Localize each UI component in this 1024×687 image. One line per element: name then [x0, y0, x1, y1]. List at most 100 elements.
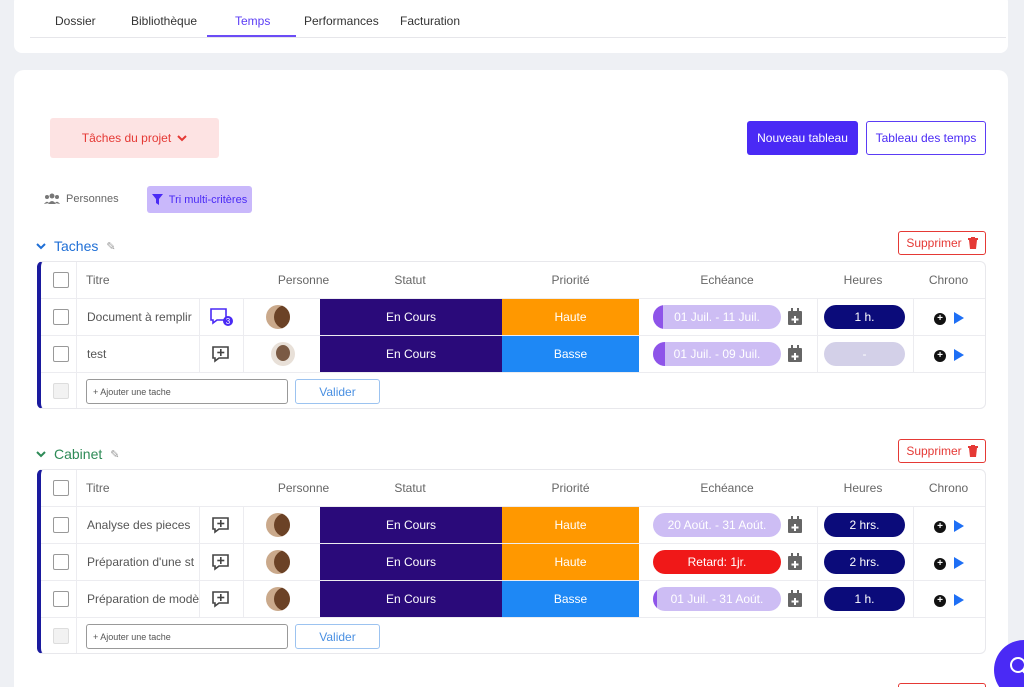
calendar-add-icon[interactable]	[787, 308, 803, 326]
add-task-input[interactable]: + Ajouter une tache	[86, 379, 288, 404]
play-icon[interactable]	[954, 349, 964, 361]
task-title[interactable]: Analyse des pieces	[87, 518, 191, 532]
task-title[interactable]: Document à remplir	[87, 310, 192, 324]
project-tasks-dropdown[interactable]: Tâches du projet	[50, 118, 219, 158]
avatar	[271, 342, 295, 366]
tasks-table-taches: Titre Personne Statut Priorité Echéance …	[37, 261, 986, 409]
status-badge[interactable]: En Cours	[320, 336, 502, 372]
table-row[interactable]: Préparation d'une st En Cours Haute Reta…	[41, 544, 985, 581]
hours-pill[interactable]: 2 hrs.	[824, 513, 905, 537]
calendar-add-icon[interactable]	[787, 516, 803, 534]
tab-dossier[interactable]: Dossier	[55, 14, 96, 28]
task-title[interactable]: test	[87, 347, 107, 361]
validate-button[interactable]: Valider	[295, 624, 380, 649]
group-header-cabinet[interactable]: Cabinet ✎	[36, 446, 119, 462]
row-checkbox[interactable]	[53, 517, 69, 533]
task-title[interactable]: Préparation de modè	[87, 592, 199, 606]
row-checkbox	[53, 383, 69, 399]
comment-icon[interactable]: 3	[209, 307, 233, 327]
play-icon[interactable]	[954, 520, 964, 532]
calendar-add-icon[interactable]	[787, 553, 803, 571]
tab-bibliotheque[interactable]: Bibliothèque	[131, 14, 198, 28]
comments-cell[interactable]: 3	[199, 299, 243, 335]
task-title[interactable]: Préparation d'une st	[87, 555, 195, 569]
delete-group-button-partial[interactable]	[898, 683, 986, 687]
row-checkbox[interactable]	[53, 346, 69, 362]
chevron-down-icon[interactable]	[36, 241, 46, 251]
comment-add-icon[interactable]	[211, 516, 231, 534]
add-time-icon[interactable]: +	[934, 521, 946, 533]
status-badge[interactable]: En Cours	[320, 581, 502, 617]
multi-criteria-sort-button[interactable]: Tri multi-critères	[147, 186, 252, 213]
people-filter[interactable]: Personnes	[44, 193, 119, 205]
play-icon[interactable]	[954, 557, 964, 569]
comments-cell[interactable]	[199, 581, 243, 617]
time-table-button[interactable]: Tableau des temps	[866, 121, 986, 155]
col-title: Titre	[86, 273, 110, 287]
validate-button[interactable]: Valider	[295, 379, 380, 404]
table-row[interactable]: Document à remplir 3 En Cours Haute 01 J…	[41, 299, 985, 336]
hours-pill[interactable]: 1 h.	[824, 305, 905, 329]
filter-icon	[151, 194, 163, 205]
calendar-add-icon[interactable]	[787, 345, 803, 363]
table-row[interactable]: test En Cours Basse 01 Juil. - 09 Juil. …	[41, 336, 985, 373]
priority-badge[interactable]: Haute	[502, 299, 639, 335]
status-badge[interactable]: En Cours	[320, 299, 502, 335]
add-time-icon[interactable]: +	[934, 595, 946, 607]
due-date-pill[interactable]: 01 Juil. - 31 Aoút.	[653, 587, 781, 611]
calendar-add-icon[interactable]	[787, 590, 803, 608]
trash-icon	[967, 237, 978, 249]
due-date-pill[interactable]: Retard: 1jr.	[653, 550, 781, 574]
avatar	[266, 587, 290, 611]
row-checkbox[interactable]	[53, 554, 69, 570]
priority-badge[interactable]: Haute	[502, 544, 639, 580]
delete-group-button[interactable]: Supprimer	[898, 439, 986, 463]
group-header-taches[interactable]: Taches ✎	[36, 238, 116, 254]
comment-add-icon[interactable]	[211, 590, 231, 608]
priority-badge[interactable]: Haute	[502, 507, 639, 543]
avatar	[266, 550, 290, 574]
table-row[interactable]: Analyse des pieces En Cours Haute 20 Aoú…	[41, 507, 985, 544]
col-priority: Priorité	[551, 273, 590, 287]
people-filter-label: Personnes	[66, 193, 119, 205]
add-task-input[interactable]: + Ajouter une tache	[86, 624, 288, 649]
priority-badge[interactable]: Basse	[502, 336, 639, 372]
add-time-icon[interactable]: +	[934, 350, 946, 362]
status-badge[interactable]: En Cours	[320, 507, 502, 543]
play-icon[interactable]	[954, 594, 964, 606]
select-all-checkbox[interactable]	[53, 272, 69, 288]
avatar	[266, 513, 290, 537]
add-time-icon[interactable]: +	[934, 313, 946, 325]
due-date-pill[interactable]: 20 Aoút. - 31 Aoút.	[653, 513, 781, 537]
row-checkbox[interactable]	[53, 591, 69, 607]
tab-performances[interactable]: Performances	[304, 14, 379, 28]
status-badge[interactable]: En Cours	[320, 544, 502, 580]
select-all-checkbox[interactable]	[53, 480, 69, 496]
delete-group-button[interactable]: Supprimer	[898, 231, 986, 255]
comments-cell[interactable]	[199, 507, 243, 543]
priority-badge[interactable]: Basse	[502, 581, 639, 617]
comment-add-icon[interactable]	[211, 345, 231, 363]
edit-pencil-icon[interactable]: ✎	[106, 240, 116, 253]
hours-pill[interactable]: -	[824, 342, 905, 366]
row-checkbox[interactable]	[53, 309, 69, 325]
play-icon[interactable]	[954, 312, 964, 324]
comments-cell[interactable]	[199, 336, 243, 372]
table-row[interactable]: Préparation de modè En Cours Basse 01 Ju…	[41, 581, 985, 618]
col-hours: Heures	[843, 273, 883, 287]
tab-facturation[interactable]: Facturation	[400, 14, 461, 28]
add-time-icon[interactable]: +	[934, 558, 946, 570]
new-table-button[interactable]: Nouveau tableau	[747, 121, 858, 155]
comment-add-icon[interactable]	[211, 553, 231, 571]
hours-pill[interactable]: 1 h.	[824, 587, 905, 611]
edit-pencil-icon[interactable]: ✎	[110, 448, 120, 461]
due-date-pill[interactable]: 01 Juil. - 09 Juil.	[653, 342, 781, 366]
multi-filter-label: Tri multi-critères	[168, 193, 248, 206]
hours-pill[interactable]: 2 hrs.	[824, 550, 905, 574]
tab-temps[interactable]: Temps	[235, 14, 271, 28]
comments-cell[interactable]	[199, 544, 243, 580]
due-date-pill[interactable]: 01 Juil. - 11 Juil.	[653, 305, 781, 329]
trash-icon	[967, 445, 978, 457]
chevron-down-icon[interactable]	[36, 449, 46, 459]
col-chrono: Chrono	[928, 481, 969, 495]
